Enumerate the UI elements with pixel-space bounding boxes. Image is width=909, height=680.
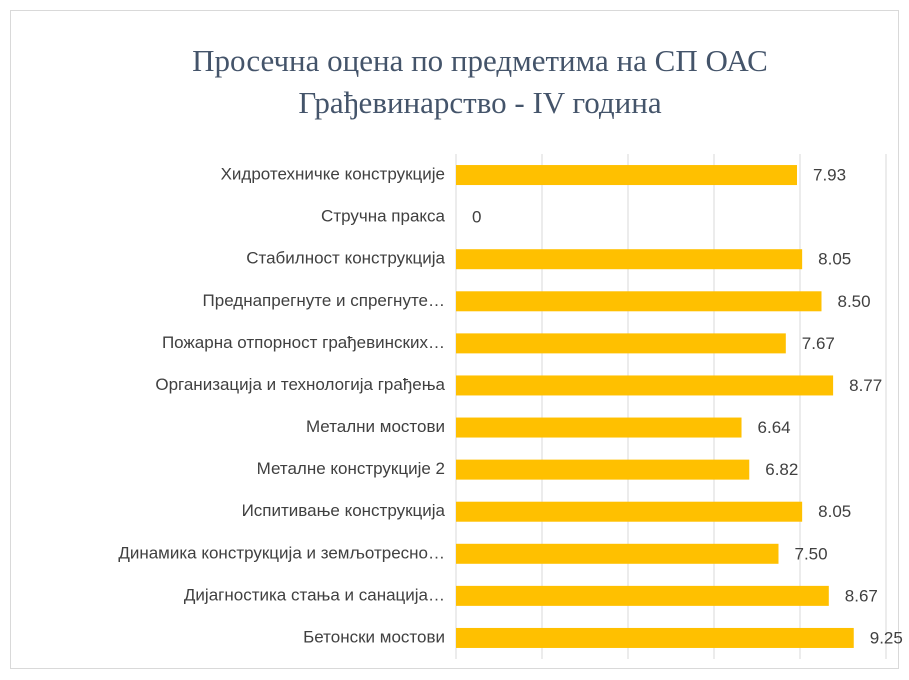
bar [456,291,822,312]
data-label: 7.67 [802,334,835,353]
bar [456,333,786,354]
bar [456,417,742,438]
bar [456,543,779,564]
data-label: 8.67 [845,586,878,605]
y-tick-label: Металне конструкције 2 [257,459,445,478]
y-tick-label: Динамика конструкција и земљотресно… [118,543,445,562]
data-label: 7.50 [795,544,828,563]
y-tick-label: Испитивање конструкција [242,501,446,520]
y-tick-label: Организација и технологија грађења [155,375,445,394]
bar [456,459,750,480]
y-tick-label: Стручна пракса [321,207,445,226]
data-label: 7.93 [813,166,846,185]
y-tick-label: Дијагностика стања и санација… [184,585,445,604]
chart-title: Грађевинарство - IV година [298,85,661,120]
chart-title: Просечна оцена по предметима на СП ОАС [192,43,768,78]
bar [456,375,834,396]
data-label: 0 [472,208,481,227]
data-label: 8.05 [818,250,851,269]
bar [456,165,797,186]
data-label: 8.50 [838,292,871,311]
bar [456,585,829,606]
y-tick-label: Хидротехничке конструкције [221,165,445,184]
data-label: 6.82 [765,460,798,479]
y-tick-label: Бетонски мостови [303,627,445,646]
y-tick-label: Метални мостови [306,417,445,436]
y-tick-label: Преднапрегнуте и спрегнуте… [203,291,445,310]
data-label: 8.05 [818,502,851,521]
data-label: 6.64 [758,418,791,437]
bar [456,627,854,648]
data-label: 8.77 [849,376,882,395]
bar [456,249,803,270]
bar [456,501,803,522]
y-tick-label: Стабилност конструкција [246,249,445,268]
data-label: 9.25 [870,628,903,647]
y-tick-label: Пожарна отпорност грађевинских… [162,333,445,352]
